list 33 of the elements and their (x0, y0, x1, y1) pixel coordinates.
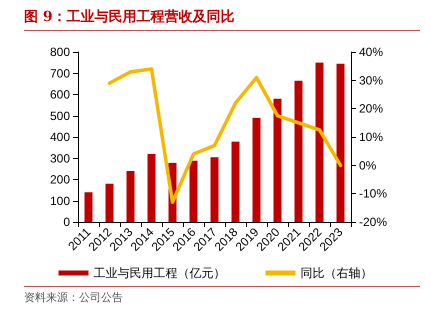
legend-label: 同比（右轴） (300, 266, 372, 280)
bar (316, 62, 324, 222)
y2-tick-label: 10% (359, 130, 384, 144)
y2-tick-label: 0% (359, 158, 377, 172)
line-series (108, 67, 342, 204)
bar (252, 118, 260, 222)
y-tick-label: 100 (50, 194, 70, 208)
y-tick-label: 0 (63, 215, 70, 229)
y2-tick-label: 40% (359, 45, 384, 59)
bar (294, 80, 302, 222)
y2-tick-label: 30% (359, 73, 384, 88)
y-tick-label: 800 (50, 45, 70, 59)
bar (126, 171, 134, 222)
y-tick-label: 500 (50, 108, 70, 123)
y-tick-label: 600 (50, 88, 70, 102)
bar (274, 98, 282, 222)
y-tick-label: 300 (50, 151, 70, 166)
bar (210, 157, 218, 222)
bar (232, 142, 240, 222)
y-tick-label: 400 (50, 130, 70, 144)
y2-tick-label: 20% (359, 102, 384, 116)
y2-tick-label: -20% (359, 215, 388, 229)
y-tick-label: 200 (50, 172, 70, 186)
bar (106, 184, 114, 222)
text: 资料来源：公司公告 (24, 286, 420, 305)
bar (84, 192, 92, 222)
bar (148, 154, 156, 222)
y-tick-label: 700 (50, 66, 70, 80)
chart-title: 图 9：工业与民用工程营收及同比 (24, 8, 420, 31)
bar (336, 64, 344, 222)
y2-tick-label: -10% (359, 186, 388, 201)
legend-label: 工业与民用工程（亿元） (94, 266, 226, 280)
bar (190, 160, 198, 222)
